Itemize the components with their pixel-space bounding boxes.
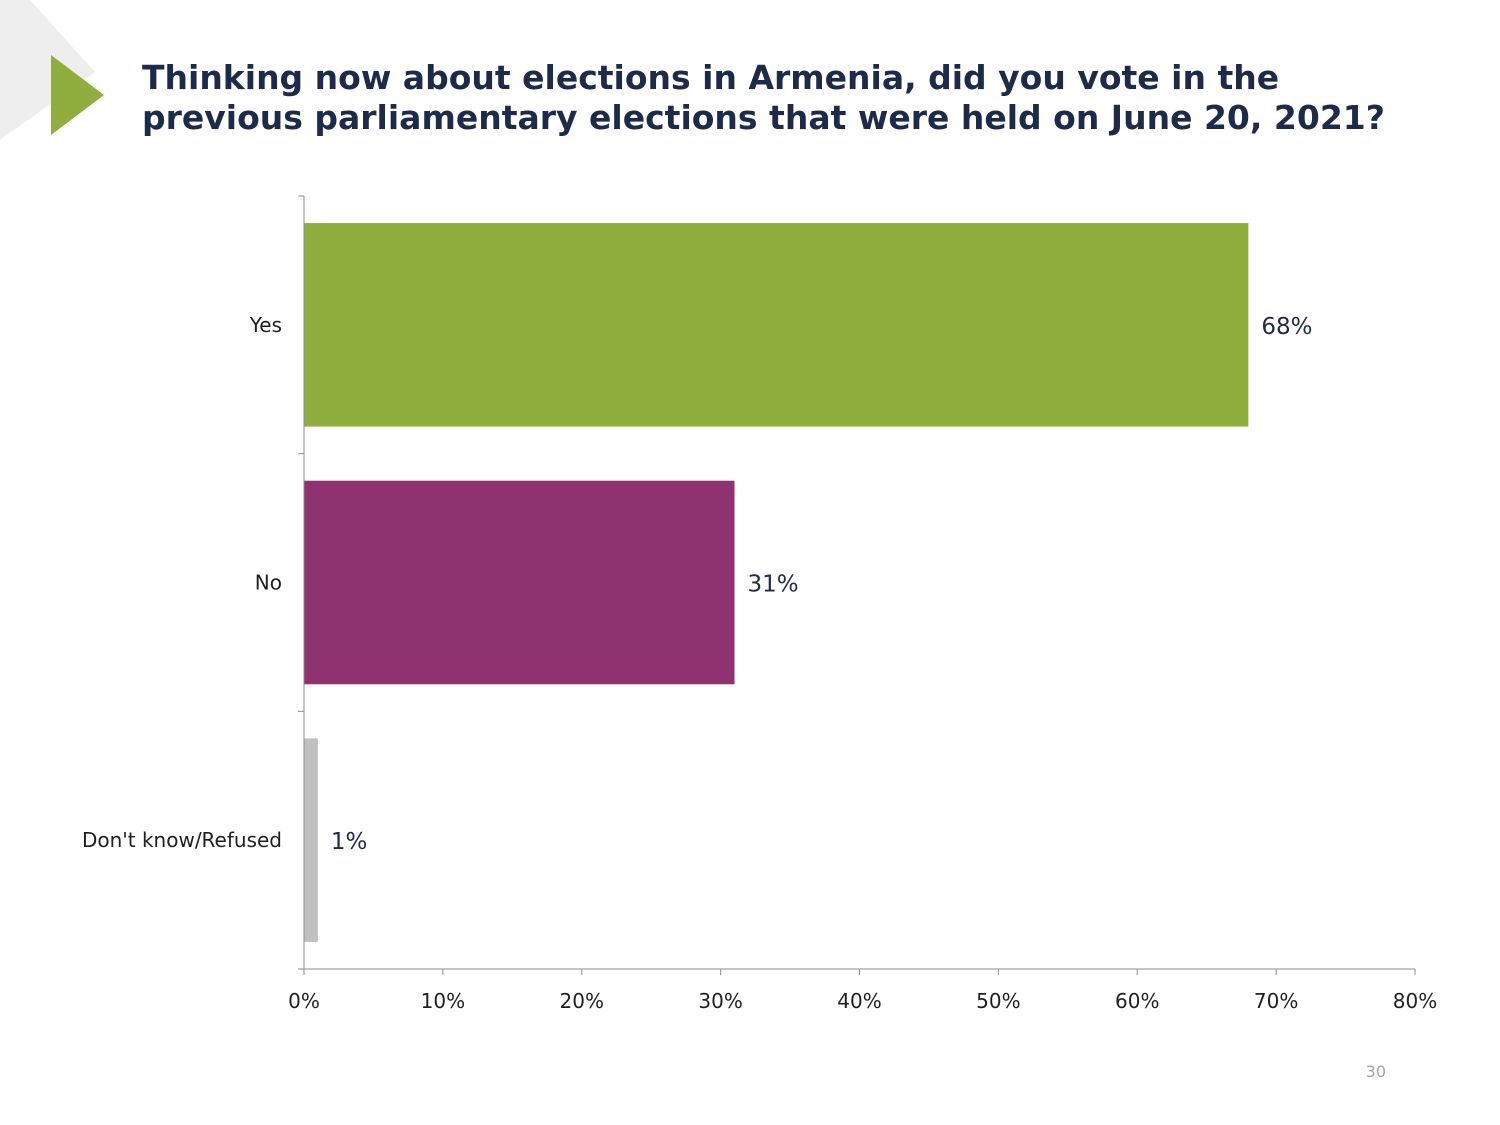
x-tick-label: 50%: [976, 989, 1020, 1013]
category-label: Yes: [249, 313, 282, 337]
corner-decoration: [0, 0, 104, 140]
category-label: Don't know/Refused: [82, 828, 282, 852]
bar: [304, 223, 1249, 427]
data-label: 1%: [331, 829, 368, 855]
accent-arrow-icon: [51, 55, 104, 135]
x-tick-label: 40%: [837, 989, 881, 1013]
page-number: 30: [1365, 1062, 1386, 1081]
x-tick-label: 10%: [421, 989, 465, 1013]
bar: [304, 480, 735, 685]
data-label: 68%: [1261, 314, 1312, 340]
x-tick-label: 20%: [560, 989, 604, 1013]
category-label: No: [255, 571, 282, 595]
x-tick-label: 80%: [1393, 989, 1437, 1013]
x-tick-label: 30%: [698, 989, 742, 1013]
x-tick-label: 60%: [1115, 989, 1159, 1013]
bar: [304, 738, 318, 942]
slide-title: Thinking now about elections in Armenia,…: [142, 58, 1385, 137]
data-label: 31%: [748, 572, 799, 598]
x-tick-label: 0%: [288, 989, 320, 1013]
x-tick-label: 70%: [1254, 989, 1298, 1013]
